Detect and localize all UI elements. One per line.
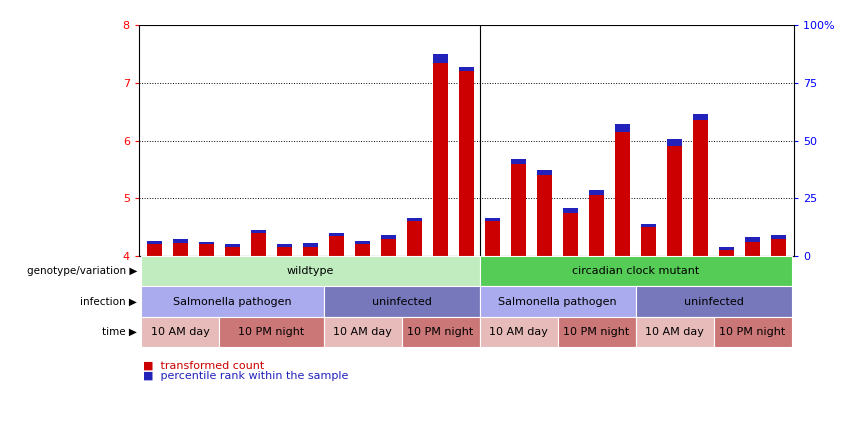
Bar — [303, 243, 318, 247]
Bar — [200, 242, 214, 244]
Text: 10 AM day: 10 AM day — [151, 327, 210, 337]
Bar — [355, 241, 370, 244]
Bar — [720, 250, 733, 256]
Bar — [694, 114, 707, 121]
Bar — [667, 146, 681, 256]
Bar — [720, 247, 733, 250]
Bar — [511, 159, 526, 164]
Text: 10 PM night: 10 PM night — [407, 327, 474, 337]
Bar — [252, 233, 266, 256]
Bar — [694, 121, 707, 256]
Bar — [381, 239, 396, 256]
Text: 10 AM day: 10 AM day — [645, 327, 704, 337]
Bar — [459, 67, 474, 71]
Text: 10 AM day: 10 AM day — [333, 327, 392, 337]
Bar — [174, 239, 187, 243]
Bar — [537, 175, 552, 256]
Bar — [226, 247, 240, 256]
Text: circadian clock mutant: circadian clock mutant — [572, 266, 700, 276]
Text: uninfected: uninfected — [684, 297, 744, 307]
Bar — [589, 195, 604, 256]
Bar — [485, 218, 500, 221]
Bar — [746, 237, 760, 242]
Bar — [641, 224, 655, 227]
Bar — [407, 218, 422, 221]
Bar — [641, 227, 655, 256]
Bar — [667, 140, 681, 146]
Text: time ▶: time ▶ — [102, 327, 137, 337]
Bar — [589, 190, 604, 195]
Bar — [537, 170, 552, 175]
Bar — [174, 243, 187, 256]
Bar — [381, 235, 396, 239]
Text: 10 PM night: 10 PM night — [239, 327, 305, 337]
Bar — [148, 241, 161, 244]
Bar — [459, 71, 474, 256]
Bar — [772, 239, 786, 256]
Text: Salmonella pathogen: Salmonella pathogen — [174, 297, 292, 307]
Text: ■  percentile rank within the sample: ■ percentile rank within the sample — [143, 371, 349, 381]
Bar — [278, 244, 292, 247]
Text: Salmonella pathogen: Salmonella pathogen — [498, 297, 617, 307]
Text: 10 AM day: 10 AM day — [490, 327, 548, 337]
Bar — [226, 244, 240, 247]
Bar — [615, 124, 630, 132]
Bar — [148, 244, 161, 256]
Bar — [407, 221, 422, 256]
Bar — [433, 54, 448, 63]
Bar — [511, 164, 526, 256]
Bar — [485, 221, 500, 256]
Bar — [355, 244, 370, 256]
Bar — [746, 242, 760, 256]
Bar — [615, 132, 630, 256]
Text: 10 PM night: 10 PM night — [720, 327, 786, 337]
Text: genotype/variation ▶: genotype/variation ▶ — [27, 266, 137, 276]
Bar — [329, 236, 344, 256]
Bar — [200, 244, 214, 256]
Text: ■  transformed count: ■ transformed count — [143, 360, 265, 371]
Bar — [433, 63, 448, 256]
Text: uninfected: uninfected — [372, 297, 431, 307]
Bar — [303, 247, 318, 256]
Text: infection ▶: infection ▶ — [80, 297, 137, 307]
Text: 10 PM night: 10 PM night — [563, 327, 629, 337]
Bar — [563, 208, 578, 213]
Bar — [329, 233, 344, 236]
Bar — [772, 235, 786, 239]
Text: wildtype: wildtype — [286, 266, 334, 276]
Bar — [563, 213, 578, 256]
Bar — [252, 230, 266, 233]
Bar — [278, 247, 292, 256]
